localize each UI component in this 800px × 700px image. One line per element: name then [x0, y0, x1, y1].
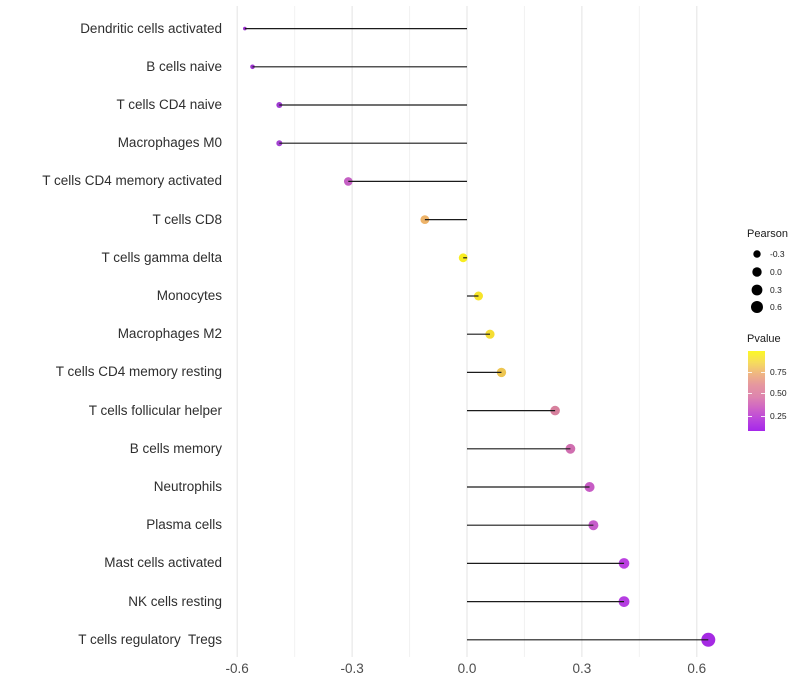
colorbar-tick [748, 371, 752, 373]
x-axis-tick-label: -0.6 [225, 661, 249, 676]
y-axis-label: T cells regulatory Tregs [78, 631, 222, 647]
pvalue-legend-label: 0.75 [770, 367, 787, 377]
y-axis-label: B cells memory [129, 440, 222, 456]
colorbar-tick [748, 415, 752, 417]
pvalue-legend-label: 0.50 [770, 388, 787, 398]
y-axis-label: Dendritic cells activated [80, 20, 222, 36]
y-axis-label: Monocytes [156, 288, 222, 303]
legend-size-dot [752, 267, 762, 277]
pvalue-legend-title: Pvalue [747, 333, 781, 345]
x-axis-tick-label: 0.0 [457, 661, 477, 676]
pearson-legend-label: -0.3 [770, 249, 785, 259]
y-axis-label: T cells CD4 naive [116, 97, 222, 112]
y-axis-label: T cells CD4 memory activated [42, 173, 222, 189]
colorbar-tick [761, 371, 765, 373]
y-axis-label: T cells CD8 [152, 211, 222, 227]
y-axis-label: Macrophages M2 [117, 326, 222, 342]
y-axis-label: Neutrophils [153, 479, 222, 494]
colorbar-tick [748, 392, 752, 394]
y-axis-label: Macrophages M0 [117, 135, 222, 151]
y-axis-label: T cells CD4 memory resting [55, 364, 222, 380]
y-axis-label: Mast cells activated [104, 555, 222, 571]
x-axis-tick-label: 0.3 [572, 661, 592, 676]
pvalue-colorbar [748, 351, 765, 431]
y-axis-label: T cells follicular helper [88, 402, 222, 418]
y-axis-label: B cells naive [146, 58, 222, 74]
legend-size-dot [753, 250, 761, 258]
y-axis-label: Plasma cells [146, 517, 222, 533]
x-axis-tick-label: -0.3 [340, 661, 364, 676]
pearson-legend-label: 0.0 [770, 267, 782, 277]
pvalue-legend-label: 0.25 [770, 411, 787, 421]
pearson-legend-label: 0.3 [770, 285, 782, 295]
x-axis-tick-label: 0.6 [687, 661, 707, 676]
colorbar-tick [761, 392, 765, 394]
y-axis-label: NK cells resting [128, 593, 222, 609]
legend-size-dot [751, 284, 763, 296]
y-axis-label: T cells gamma delta [101, 249, 222, 265]
colorbar-tick [761, 415, 765, 417]
pearson-legend-label: 0.6 [770, 302, 782, 312]
legend-size-dot [751, 301, 763, 313]
pearson-legend-title: Pearson [747, 228, 788, 240]
